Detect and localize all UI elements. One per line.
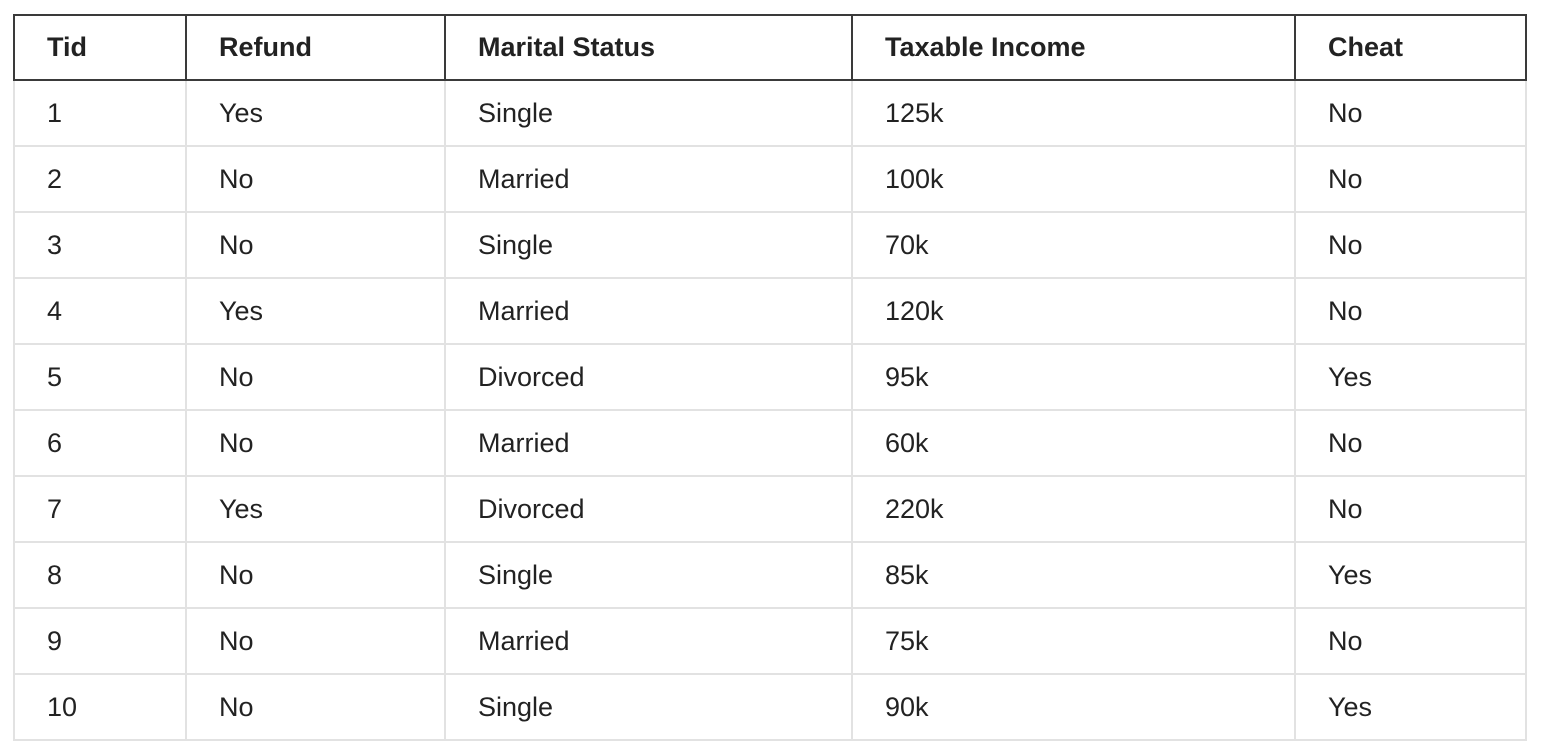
data-table: Tid Refund Marital Status Taxable Income… bbox=[13, 14, 1527, 741]
cell-taxable-income: 125k bbox=[851, 80, 1296, 147]
cell-cheat: No bbox=[1294, 475, 1527, 543]
table-row: 4 Yes Married 120k No bbox=[13, 277, 1527, 345]
cell-refund: No bbox=[185, 673, 446, 741]
cell-taxable-income: 60k bbox=[851, 409, 1296, 477]
table-row: 5 No Divorced 95k Yes bbox=[13, 343, 1527, 411]
cell-tid: 4 bbox=[13, 277, 187, 345]
table-row: 7 Yes Divorced 220k No bbox=[13, 475, 1527, 543]
cell-refund: No bbox=[185, 607, 446, 675]
cell-tid: 3 bbox=[13, 211, 187, 279]
cell-cheat: No bbox=[1294, 211, 1527, 279]
cell-cheat: Yes bbox=[1294, 673, 1527, 741]
cell-taxable-income: 220k bbox=[851, 475, 1296, 543]
cell-taxable-income: 120k bbox=[851, 277, 1296, 345]
cell-refund: No bbox=[185, 409, 446, 477]
cell-marital-status: Single bbox=[444, 80, 853, 147]
cell-marital-status: Married bbox=[444, 277, 853, 345]
cell-refund: Yes bbox=[185, 475, 446, 543]
cell-tid: 10 bbox=[13, 673, 187, 741]
cell-marital-status: Married bbox=[444, 607, 853, 675]
cell-cheat: Yes bbox=[1294, 541, 1527, 609]
cell-cheat: No bbox=[1294, 607, 1527, 675]
table-body: 1 Yes Single 125k No 2 No Married 100k No 3 No Singl… bbox=[13, 80, 1527, 741]
cell-marital-status: Single bbox=[444, 673, 853, 741]
cell-tid: 6 bbox=[13, 409, 187, 477]
cell-refund: Yes bbox=[185, 80, 446, 147]
cell-taxable-income: 90k bbox=[851, 673, 1296, 741]
cell-tid: 9 bbox=[13, 607, 187, 675]
cell-refund: No bbox=[185, 343, 446, 411]
header-taxable-income: Taxable Income bbox=[851, 14, 1296, 81]
cell-tid: 1 bbox=[13, 80, 187, 147]
table-row: 2 No Married 100k No bbox=[13, 145, 1527, 213]
cell-marital-status: Divorced bbox=[444, 343, 853, 411]
table-row: 9 No Married 75k No bbox=[13, 607, 1527, 675]
cell-marital-status: Divorced bbox=[444, 475, 853, 543]
cell-refund: No bbox=[185, 211, 446, 279]
data-table-container: Tid Refund Marital Status Taxable Income… bbox=[13, 14, 1527, 741]
header-cheat: Cheat bbox=[1294, 14, 1527, 81]
cell-tid: 8 bbox=[13, 541, 187, 609]
cell-taxable-income: 100k bbox=[851, 145, 1296, 213]
table-row: 10 No Single 90k Yes bbox=[13, 673, 1527, 741]
cell-marital-status: Single bbox=[444, 541, 853, 609]
cell-refund: No bbox=[185, 541, 446, 609]
cell-taxable-income: 95k bbox=[851, 343, 1296, 411]
header-row: Tid Refund Marital Status Taxable Income… bbox=[13, 14, 1527, 81]
cell-refund: Yes bbox=[185, 277, 446, 345]
table-row: 1 Yes Single 125k No bbox=[13, 80, 1527, 147]
cell-tid: 7 bbox=[13, 475, 187, 543]
cell-marital-status: Single bbox=[444, 211, 853, 279]
header-marital-status: Marital Status bbox=[444, 14, 853, 81]
table-row: 3 No Single 70k No bbox=[13, 211, 1527, 279]
cell-cheat: No bbox=[1294, 277, 1527, 345]
cell-cheat: No bbox=[1294, 145, 1527, 213]
table-row: 6 No Married 60k No bbox=[13, 409, 1527, 477]
cell-cheat: No bbox=[1294, 409, 1527, 477]
cell-refund: No bbox=[185, 145, 446, 213]
cell-tid: 2 bbox=[13, 145, 187, 213]
header-tid: Tid bbox=[13, 14, 187, 81]
cell-cheat: Yes bbox=[1294, 343, 1527, 411]
cell-taxable-income: 75k bbox=[851, 607, 1296, 675]
header-refund: Refund bbox=[185, 14, 446, 81]
cell-taxable-income: 70k bbox=[851, 211, 1296, 279]
cell-marital-status: Married bbox=[444, 409, 853, 477]
table-header: Tid Refund Marital Status Taxable Income… bbox=[13, 14, 1527, 81]
cell-cheat: No bbox=[1294, 80, 1527, 147]
cell-taxable-income: 85k bbox=[851, 541, 1296, 609]
cell-tid: 5 bbox=[13, 343, 187, 411]
cell-marital-status: Married bbox=[444, 145, 853, 213]
table-row: 8 No Single 85k Yes bbox=[13, 541, 1527, 609]
